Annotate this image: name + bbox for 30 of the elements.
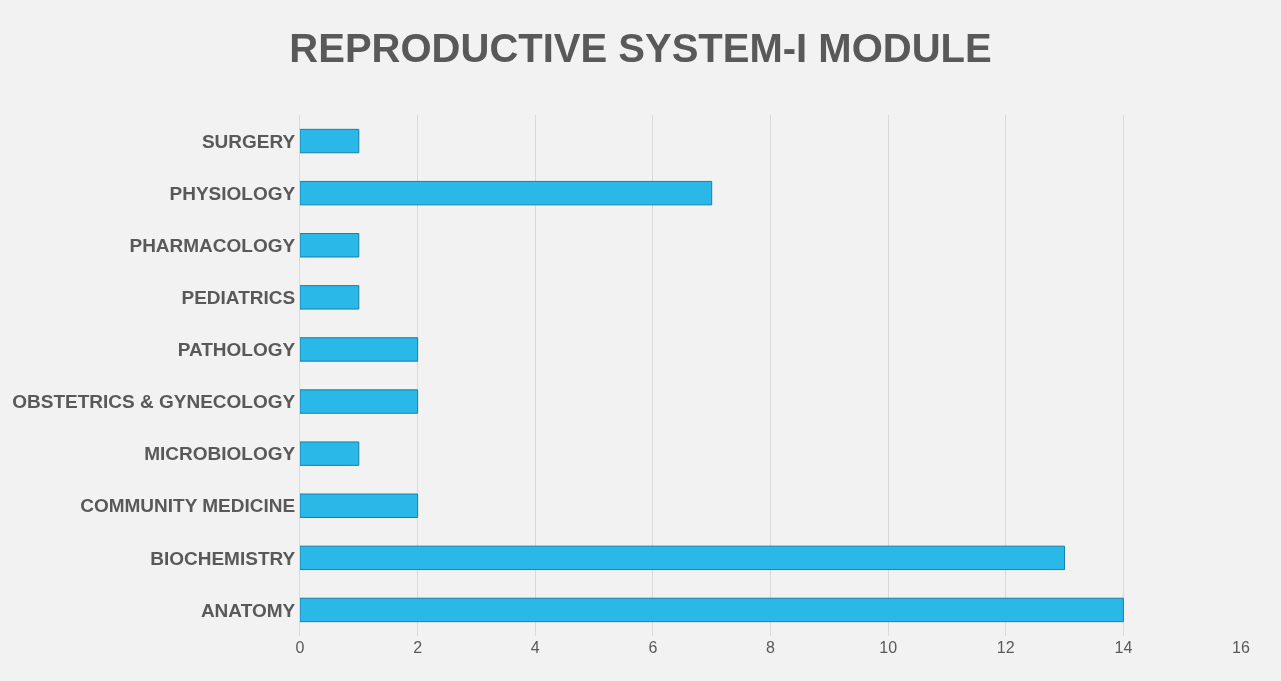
bar <box>300 337 419 362</box>
bar <box>300 389 419 414</box>
x-tick-label: 8 <box>766 639 776 656</box>
y-tick-label: PHYSIOLOGY <box>169 182 296 204</box>
bar <box>300 493 419 518</box>
y-tick-label: BIOCHEMISTRY <box>150 547 296 569</box>
x-tick-label: 14 <box>1114 639 1133 656</box>
bar <box>300 233 360 258</box>
bar <box>300 285 360 310</box>
y-tick-label: ANATOMY <box>200 599 296 621</box>
bar <box>300 441 360 466</box>
bar <box>300 128 360 154</box>
y-tick-label: PATHOLOGY <box>177 339 296 361</box>
y-tick-label: PHARMACOLOGY <box>129 234 296 256</box>
x-tick-label: 2 <box>413 639 423 656</box>
x-tick-label: 16 <box>1232 639 1250 656</box>
x-tick-label: 0 <box>295 639 305 656</box>
bar <box>300 545 1066 571</box>
y-tick-label: OBSTETRICS & GYNECOLOGY <box>12 391 296 413</box>
y-tick-label: PEDIATRICS <box>181 287 296 308</box>
x-tick-label: 12 <box>996 639 1015 656</box>
x-tick-label: 6 <box>648 639 658 656</box>
y-tick-label: COMMUNITY MEDICINE <box>80 495 296 517</box>
x-tick-label: 4 <box>530 639 540 656</box>
y-tick-label: MICROBIOLOGY <box>144 443 296 465</box>
bar <box>300 597 1124 623</box>
y-tick-label: SURGERY <box>201 130 296 152</box>
x-tick-label: 10 <box>879 639 898 656</box>
bar <box>300 180 713 206</box>
chart-title: REPRODUCTIVE SYSTEM-I MODULE <box>289 25 992 70</box>
